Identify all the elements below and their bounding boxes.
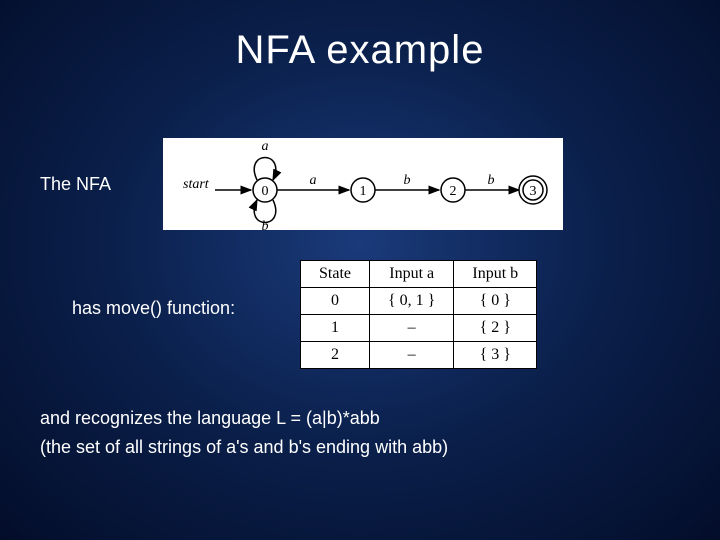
table-header-row: State Input a Input b [301, 261, 537, 288]
nfa-diagram: start 0 a b a 1 b 2 b [163, 138, 563, 230]
col-input-b: Input b [454, 261, 537, 288]
edge-0-0-a-label: a [262, 139, 269, 154]
table-row: 2 – { 3 } [301, 342, 537, 369]
node-2-label: 2 [450, 184, 457, 199]
node-3-label: 3 [530, 184, 537, 199]
node-0-label: 0 [262, 184, 269, 199]
bottom-text: and recognizes the language L = (a|b)*ab… [40, 405, 448, 463]
edge-0-0-b-label: b [262, 219, 269, 230]
col-input-a: Input a [370, 261, 454, 288]
set-description-line: (the set of all strings of a's and b's e… [40, 434, 448, 461]
nfa-row: The NFA start 0 a b a 1 [40, 138, 680, 230]
edge-0-1-label: a [310, 173, 317, 188]
edge-1-2-label: b [404, 173, 411, 188]
cell: 2 [301, 342, 370, 369]
has-move-label: has move() function: [72, 298, 235, 319]
node-1-label: 1 [360, 184, 367, 199]
cell: { 3 } [454, 342, 537, 369]
the-nfa-label: The NFA [40, 174, 111, 195]
move-row: has move() function: [72, 298, 690, 319]
start-label: start [183, 177, 210, 192]
col-state: State [301, 261, 370, 288]
recognizes-line: and recognizes the language L = (a|b)*ab… [40, 405, 448, 432]
slide-title: NFA example [0, 0, 720, 73]
cell: – [370, 342, 454, 369]
edge-2-3-label: b [488, 173, 495, 188]
